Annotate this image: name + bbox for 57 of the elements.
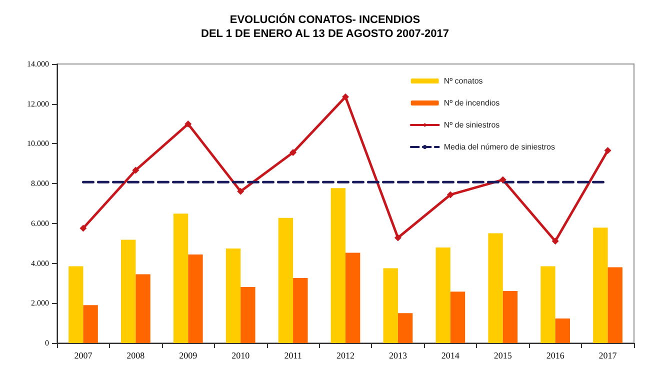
y-tick-label: 0 xyxy=(45,338,49,348)
bar xyxy=(226,248,241,343)
bar xyxy=(540,266,556,343)
point xyxy=(552,238,559,245)
bar xyxy=(68,266,84,343)
bar xyxy=(240,287,256,343)
bar xyxy=(593,228,608,343)
x-tick-label: 2014 xyxy=(441,350,460,360)
y-tick-label: 10.000 xyxy=(27,139,49,148)
point xyxy=(446,191,454,198)
bar xyxy=(293,278,308,343)
bar xyxy=(436,248,450,343)
bar xyxy=(398,313,413,343)
legend-label: Nº de siniestros xyxy=(444,120,500,130)
point xyxy=(132,166,140,174)
bar xyxy=(330,188,346,343)
point xyxy=(237,188,244,195)
x-tick-label: 2008 xyxy=(126,350,146,360)
y-tick-label: 6.000 xyxy=(31,218,49,228)
bar xyxy=(383,268,398,343)
point xyxy=(604,146,612,154)
point xyxy=(184,120,192,128)
x-tick-label: 2017 xyxy=(598,350,618,360)
x-tick-label: 2012 xyxy=(336,350,354,360)
bar xyxy=(83,305,98,343)
bar xyxy=(502,290,518,343)
bar xyxy=(120,240,136,343)
bar xyxy=(450,292,466,343)
legend-label: Nº de incendios xyxy=(444,98,500,108)
point xyxy=(394,234,402,242)
legend-label: Media del número de siniestros xyxy=(444,142,556,152)
legend-label: Nº conatos xyxy=(444,76,483,86)
bar xyxy=(555,318,570,343)
y-tick-label: 12.000 xyxy=(27,99,49,108)
bar xyxy=(136,274,150,343)
bar xyxy=(488,233,503,343)
bar xyxy=(278,218,294,343)
x-tick-label: 2013 xyxy=(388,350,408,360)
point xyxy=(290,148,297,156)
bar xyxy=(173,214,188,343)
point xyxy=(499,176,506,184)
y-tick-label: 8.000 xyxy=(31,179,49,188)
bar xyxy=(346,252,360,343)
y-tick-label: 14.000 xyxy=(27,60,49,68)
bar xyxy=(188,254,203,343)
x-tick-label: 2015 xyxy=(494,350,512,360)
bar xyxy=(608,267,622,343)
x-tick-label: 2010 xyxy=(232,350,250,360)
x-tick-label: 2016 xyxy=(546,350,565,360)
point xyxy=(80,224,87,232)
x-tick-label: 2007 xyxy=(74,350,93,360)
point xyxy=(342,93,349,100)
y-tick-label: 2.000 xyxy=(31,298,49,308)
chart-title: EVOLUCIÓN CONATOS- INCENDIOS DEL 1 DE ENERO AL 13 DE AGOSTO 2007-2017 xyxy=(200,13,450,40)
x-tick-label: 2009 xyxy=(179,350,198,360)
x-tick-label: 2011 xyxy=(284,350,302,360)
y-tick-label: 4.000 xyxy=(31,258,49,268)
